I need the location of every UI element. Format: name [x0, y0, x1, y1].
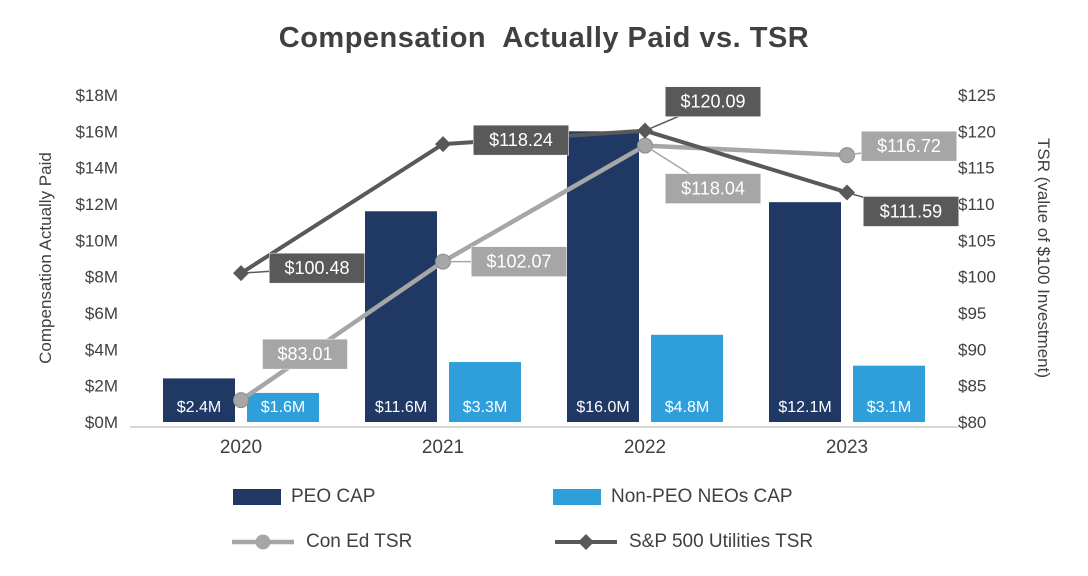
chart-title: Compensation Actually Paid vs. TSR	[278, 22, 810, 54]
callout-box	[473, 124, 569, 156]
callout-box	[269, 252, 365, 284]
con-ed-tsr-line	[239, 143, 848, 402]
bar-data-label: $3.3M	[463, 399, 507, 416]
callout-data-label: $116.72	[877, 136, 941, 156]
peo-cap-bar	[163, 378, 235, 422]
right-axis-tick-label: $105	[958, 231, 996, 250]
right-axis-tick-label: $115	[958, 159, 995, 178]
right-axis-tick-label: $110	[958, 195, 995, 214]
callout-data-label: $118.04	[681, 179, 745, 199]
right-axis-tick-label: $85	[958, 377, 986, 396]
left-axis-tick-label: $4M	[85, 340, 118, 359]
right-axis-tick-label: $125	[958, 86, 996, 105]
left-axis-tick-label: $2M	[85, 377, 118, 396]
callout-data-label: $118.24	[489, 130, 553, 150]
non-peo-neos-cap-swatch	[553, 489, 601, 505]
left-axis-tick-label: $6M	[85, 304, 118, 323]
peo-cap-bar	[567, 131, 639, 423]
callout-box	[665, 173, 761, 204]
callout-data-label: $111.59	[880, 201, 942, 221]
bar-data-label: $1.6M	[261, 399, 305, 416]
non-peo-neos-cap-bar	[247, 392, 319, 422]
legend-label-peo-cap: PEO CAP	[291, 486, 376, 507]
right-axis-tick-label: $90	[958, 340, 986, 359]
non-peo-neos-cap-bar	[651, 334, 723, 422]
left-axis-tick-label: $14M	[75, 159, 118, 178]
legend-label-non-peo-neos-cap: Non-PEO NEOs CAP	[611, 486, 793, 507]
left-axis-tick-label: $8M	[85, 268, 118, 287]
callout-data-label: $120.09	[680, 92, 745, 112]
non-peo-neos-cap-bar	[449, 362, 521, 422]
callout-data-label: $100.48	[284, 258, 349, 278]
peo-cap-swatch	[233, 489, 281, 505]
callout-data-label: $83.01	[277, 344, 332, 364]
bar-data-label: $12.1M	[778, 399, 831, 416]
callout-box	[471, 246, 567, 277]
callout-data-label: $102.07	[486, 252, 551, 272]
peo-cap-bar	[769, 202, 841, 422]
legend-item-con-ed-tsr: Con Ed TSR	[230, 531, 412, 553]
callout-box	[863, 196, 959, 227]
legend-item-peo-cap: PEO CAP	[233, 486, 375, 508]
right-axis-tick-label: $95	[958, 304, 986, 323]
bar-data-label: $4.8M	[665, 399, 709, 416]
legend-item-sp500-utilities-tsr: S&P 500 Utilities TSR	[553, 531, 813, 553]
sp500-utilities-tsr-swatch	[555, 534, 617, 550]
left-axis-tick-label: $10M	[75, 231, 118, 250]
bar-data-label: $16.0M	[576, 399, 629, 416]
right-axis-tick-label: $80	[958, 413, 986, 432]
left-axis-tick-label: $16M	[75, 122, 118, 141]
peo-cap-bar	[365, 211, 437, 422]
non-peo-neos-cap-bar	[853, 365, 925, 422]
legend-item-non-peo-neos-cap: Non-PEO NEOs CAP	[553, 486, 793, 508]
right-axis-tick-label: $120	[958, 122, 996, 141]
category-label: 2020	[220, 437, 262, 458]
bar-data-label: $11.6M	[375, 399, 427, 416]
bar-data-label: $2.4M	[177, 399, 221, 416]
category-label: 2021	[422, 437, 464, 458]
callout-box	[665, 86, 761, 117]
left-axis-tick-label: $12M	[75, 195, 118, 214]
category-label: 2023	[826, 437, 868, 458]
legend-label-sp500-utilities-tsr: S&P 500 Utilities TSR	[629, 531, 814, 552]
con-ed-tsr-swatch	[232, 534, 294, 550]
right-axis-tick-label: $100	[958, 268, 996, 287]
left-axis-tick-label: $18M	[75, 86, 118, 105]
left-axis-tick-label: $0M	[85, 413, 118, 432]
legend-label-con-ed-tsr: Con Ed TSR	[306, 531, 413, 552]
callout-box	[861, 130, 957, 162]
bar-data-label: $3.1M	[867, 399, 911, 416]
category-label: 2022	[624, 437, 666, 458]
callout-box	[262, 338, 348, 370]
